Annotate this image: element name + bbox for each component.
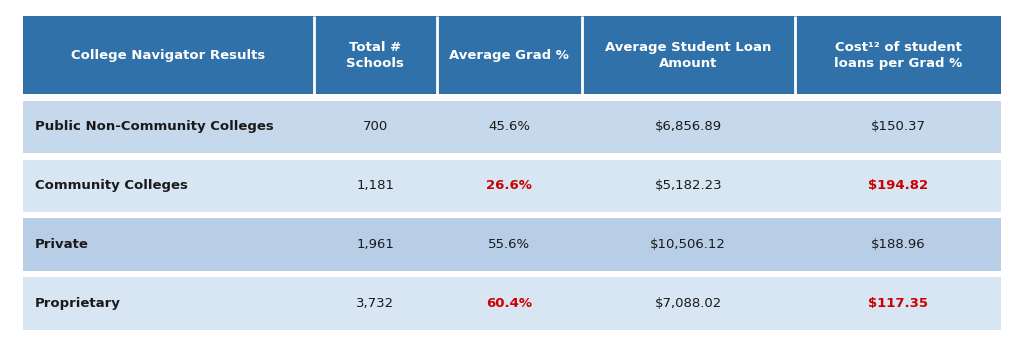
Bar [582,159,795,212]
Bar [582,16,795,94]
Text: Private: Private [35,238,89,251]
Bar [582,101,795,153]
Text: $5,182.23: $5,182.23 [654,179,722,192]
Text: $10,506.12: $10,506.12 [650,238,726,251]
Bar [436,277,582,330]
Bar [314,277,436,330]
Bar [23,16,314,94]
Text: 55.6%: 55.6% [488,238,530,251]
Text: $6,856.89: $6,856.89 [654,120,722,133]
Bar [314,159,436,212]
Bar [795,159,1001,212]
Bar [795,277,1001,330]
Text: 60.4%: 60.4% [486,297,532,310]
Text: 1,961: 1,961 [356,238,394,251]
Bar [314,101,436,153]
Bar [582,218,795,271]
Text: Public Non-Community Colleges: Public Non-Community Colleges [35,120,273,133]
Text: $117.35: $117.35 [868,297,928,310]
Text: Proprietary: Proprietary [35,297,121,310]
Text: 3,732: 3,732 [356,297,394,310]
Bar [795,101,1001,153]
Text: 700: 700 [362,120,388,133]
Bar [436,16,582,94]
Text: Average Grad %: Average Grad % [450,49,569,62]
Text: $194.82: $194.82 [868,179,928,192]
Text: Community Colleges: Community Colleges [35,179,187,192]
Bar [436,159,582,212]
Text: 26.6%: 26.6% [486,179,532,192]
Bar [795,218,1001,271]
Text: 1,181: 1,181 [356,179,394,192]
Bar [23,159,314,212]
Text: $7,088.02: $7,088.02 [654,297,722,310]
Text: Cost¹² of student
loans per Grad %: Cost¹² of student loans per Grad % [835,40,963,70]
Bar [436,101,582,153]
Bar [436,218,582,271]
Text: $150.37: $150.37 [870,120,926,133]
Bar [582,277,795,330]
Bar [23,218,314,271]
Text: Average Student Loan
Amount: Average Student Loan Amount [605,40,771,70]
Text: $188.96: $188.96 [870,238,926,251]
Text: College Navigator Results: College Navigator Results [72,49,265,62]
Bar [795,16,1001,94]
Text: 45.6%: 45.6% [488,120,530,133]
Bar [314,16,436,94]
Bar [314,218,436,271]
Text: Total #
Schools: Total # Schools [346,40,404,70]
Bar [23,277,314,330]
Bar [23,101,314,153]
